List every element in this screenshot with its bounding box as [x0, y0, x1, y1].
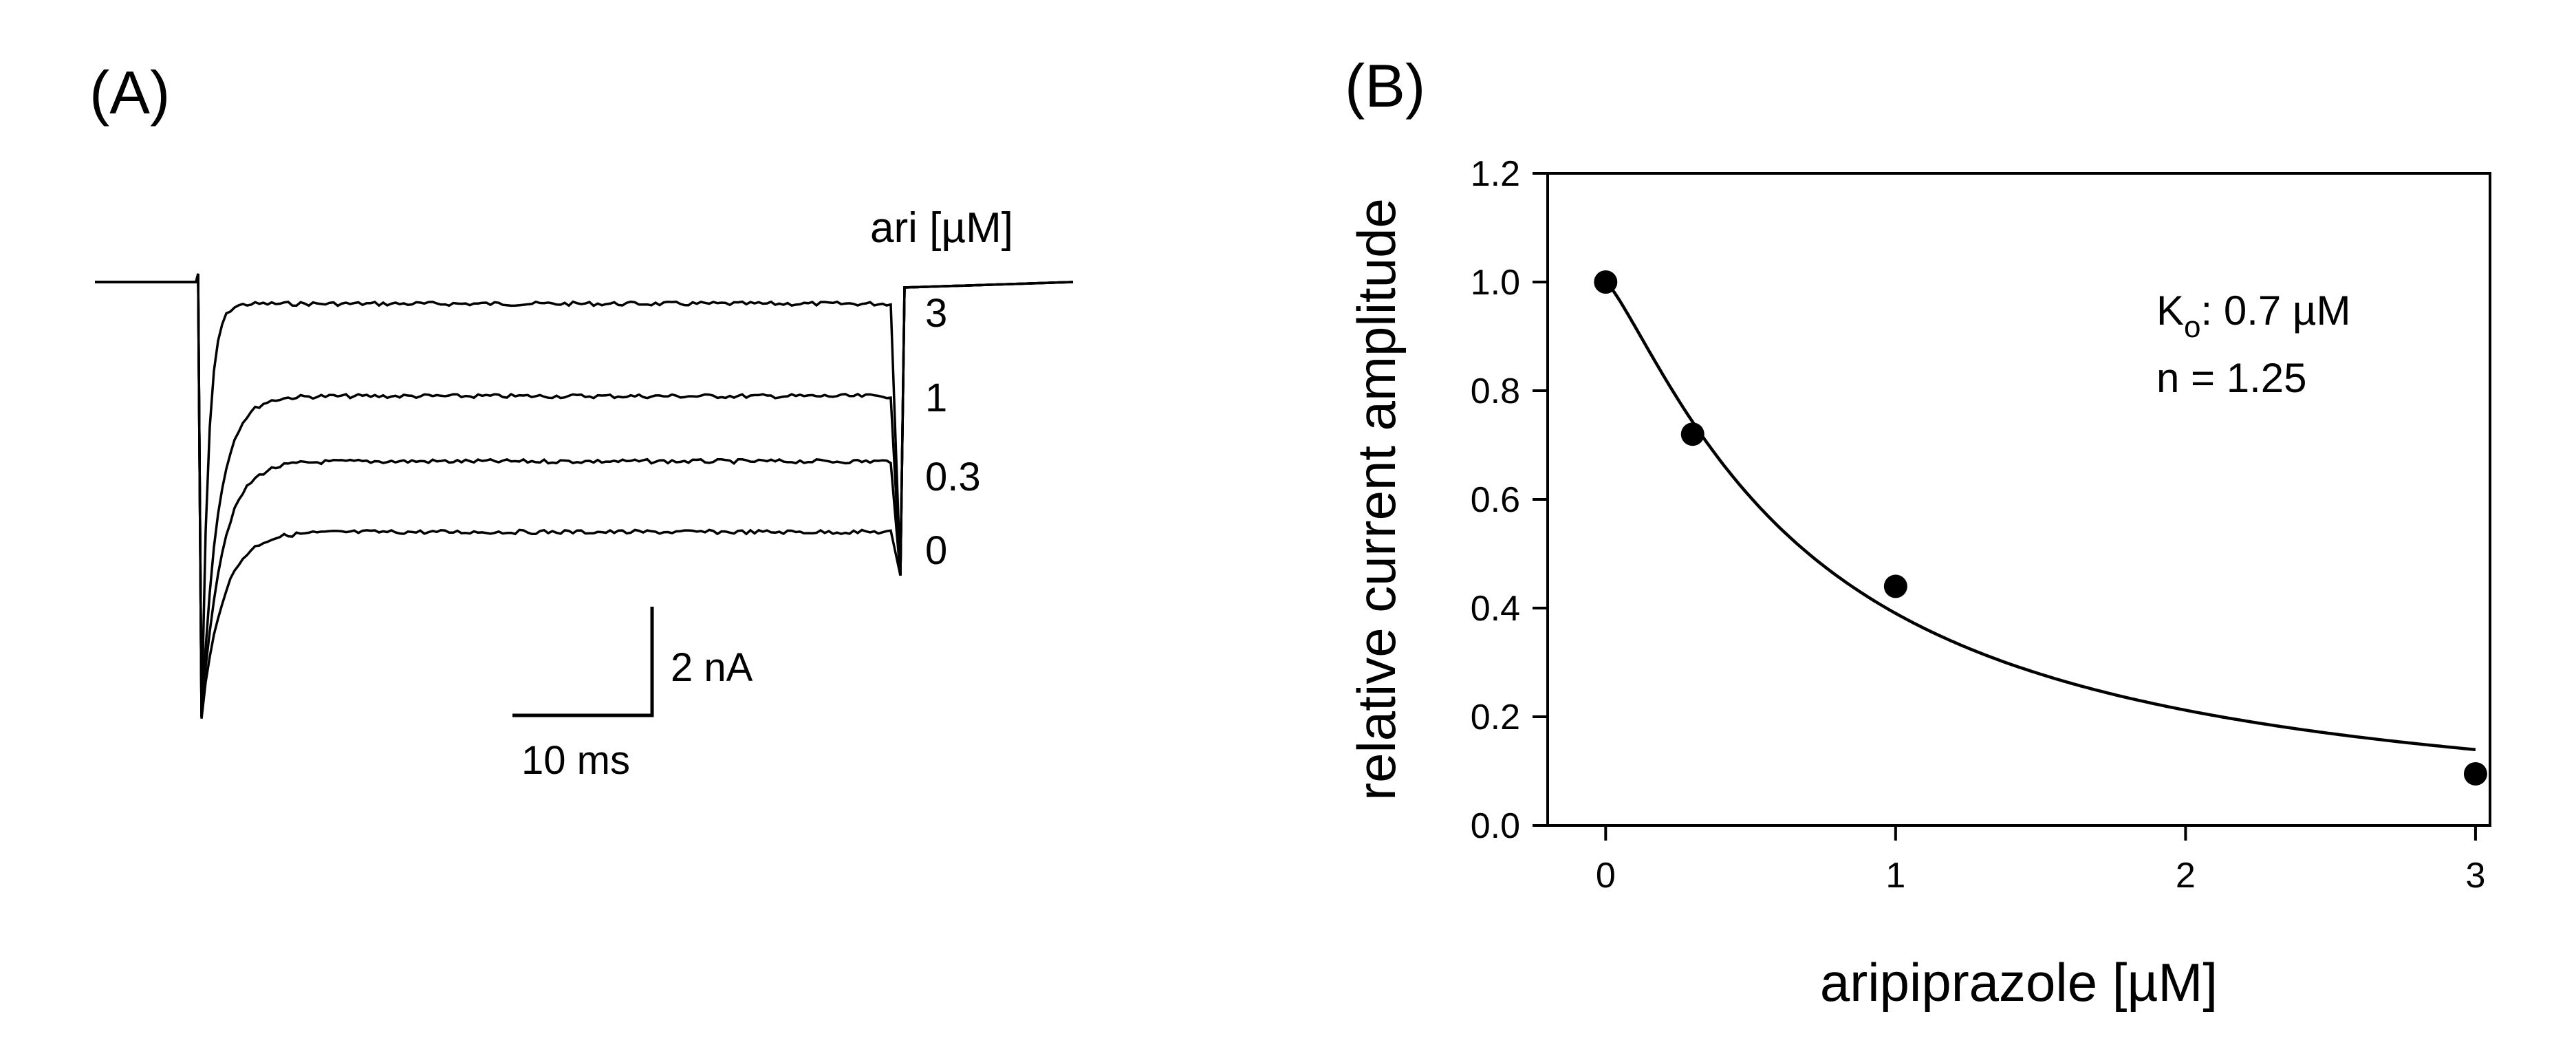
current-trace: [95, 273, 1074, 717]
scale-bar-time-label: 10 ms: [521, 738, 630, 783]
y-tick-label: 0.0: [1471, 806, 1520, 846]
current-trace: [95, 273, 1074, 719]
ko-annotation: Ko: 0.7 µM: [2156, 288, 2350, 344]
panel-a: (A) ari [µM] 310.30 2 nA 10 ms: [89, 58, 1074, 783]
y-tick-label: 1.0: [1471, 263, 1520, 303]
y-axis-title: relative current amplitude: [1346, 198, 1407, 801]
scale-bar-lines: [512, 607, 654, 717]
data-point: [1680, 422, 1704, 446]
trace-concentration-label: 1: [925, 376, 947, 420]
x-tick-label: 0: [1596, 856, 1616, 896]
data-point: [1883, 574, 1907, 598]
hill-n-annotation: n = 1.25: [2156, 355, 2307, 401]
x-tick-label: 2: [2176, 856, 2196, 896]
y-tick-label: 0.4: [1471, 589, 1520, 629]
data-points: [1594, 270, 2487, 786]
ko-value: : 0.7 µM: [2201, 288, 2351, 334]
data-point: [1594, 270, 1618, 294]
scale-bar: 2 nA 10 ms: [512, 607, 753, 783]
x-axis-ticks: 0 1 2 3: [1596, 825, 2485, 896]
ko-symbol: K: [2156, 288, 2184, 334]
current-traces: [95, 273, 1074, 719]
concentration-legend-title: ari [µM]: [870, 204, 1013, 252]
panel-b-label: (B): [1345, 52, 1425, 120]
current-trace: [95, 273, 1074, 717]
plot-frame: [1546, 172, 2491, 827]
hill-fit-curve: [1604, 281, 2476, 752]
y-tick-label: 0.6: [1471, 480, 1520, 520]
scale-bar-current-label: 2 nA: [671, 645, 753, 690]
ko-subscript: o: [2184, 310, 2200, 344]
x-tick-label: 3: [2465, 856, 2485, 896]
trace-concentration-label: 3: [925, 291, 947, 336]
y-axis-ticks: 0.0 0.2 0.4 0.6 0.8 1.0 1.2: [1471, 154, 1548, 846]
data-point: [2463, 761, 2487, 786]
x-axis-title: aripiprazole [µM]: [1820, 952, 2218, 1013]
y-tick-label: 0.2: [1471, 697, 1520, 737]
y-tick-label: 0.8: [1471, 371, 1520, 411]
trace-labels: 310.30: [925, 291, 981, 573]
current-trace: [95, 273, 1074, 717]
trace-concentration-label: 0.3: [925, 455, 981, 499]
panel-b: (B) 0.0 0.2 0.4 0.6 0.8 1.0 1.2 0 1 2 3 relative …: [1345, 52, 2491, 1013]
y-tick-label: 1.2: [1471, 154, 1520, 194]
trace-concentration-label: 0: [925, 528, 947, 573]
panel-a-label: (A): [89, 58, 170, 127]
x-tick-label: 1: [1885, 856, 1905, 896]
